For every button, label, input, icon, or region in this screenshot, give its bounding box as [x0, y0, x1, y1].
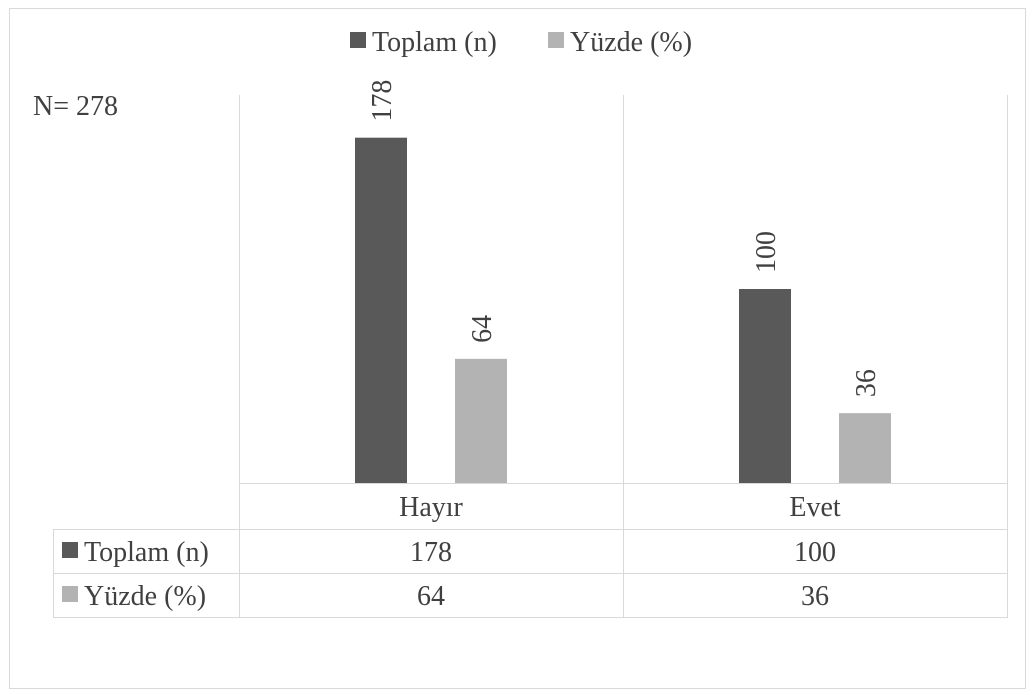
category-labels: Hayır Evet: [399, 492, 841, 523]
plot-area-lines: [53, 95, 1008, 618]
data-label-evet-yuzde: 36: [851, 369, 882, 397]
data-table: Toplam (n) 178 100 Yüzde (%) 64 36: [62, 537, 836, 612]
data-table-cell-evet-toplam: 100: [794, 537, 836, 568]
category-label-evet: Evet: [789, 492, 841, 523]
legend-label-toplam: Toplam (n): [372, 27, 497, 58]
data-labels: 178 64 100 36: [367, 80, 882, 397]
bar-hayir-yuzde: [455, 358, 507, 483]
legend-swatch-yuzde: [548, 32, 564, 48]
data-table-cell-evet-yuzde: 36: [801, 581, 829, 612]
data-table-swatch-yuzde: [62, 586, 78, 602]
bars: [355, 137, 891, 483]
sample-size-annotation: N= 278: [33, 91, 118, 122]
data-label-hayir-toplam: 178: [367, 80, 398, 122]
data-table-swatch-toplam: [62, 542, 78, 558]
bar-evet-toplam: [739, 289, 791, 483]
bar-evet-yuzde: [839, 413, 891, 483]
chart-frame: [9, 8, 1026, 689]
legend-swatch-toplam: [350, 32, 366, 48]
data-table-cell-hayir-yuzde: 64: [417, 581, 445, 612]
legend-label-yuzde: Yüzde (%): [570, 27, 692, 58]
data-table-row-label-yuzde: Yüzde (%): [84, 581, 206, 612]
category-label-hayir: Hayır: [399, 492, 463, 523]
data-label-hayir-yuzde: 64: [467, 315, 498, 343]
bar-hayir-toplam: [355, 137, 407, 483]
data-label-evet-toplam: 100: [751, 231, 782, 273]
data-table-cell-hayir-toplam: 178: [410, 537, 452, 568]
data-table-row-label-toplam: Toplam (n): [84, 537, 209, 568]
legend: Toplam (n) Yüzde (%): [350, 27, 692, 58]
